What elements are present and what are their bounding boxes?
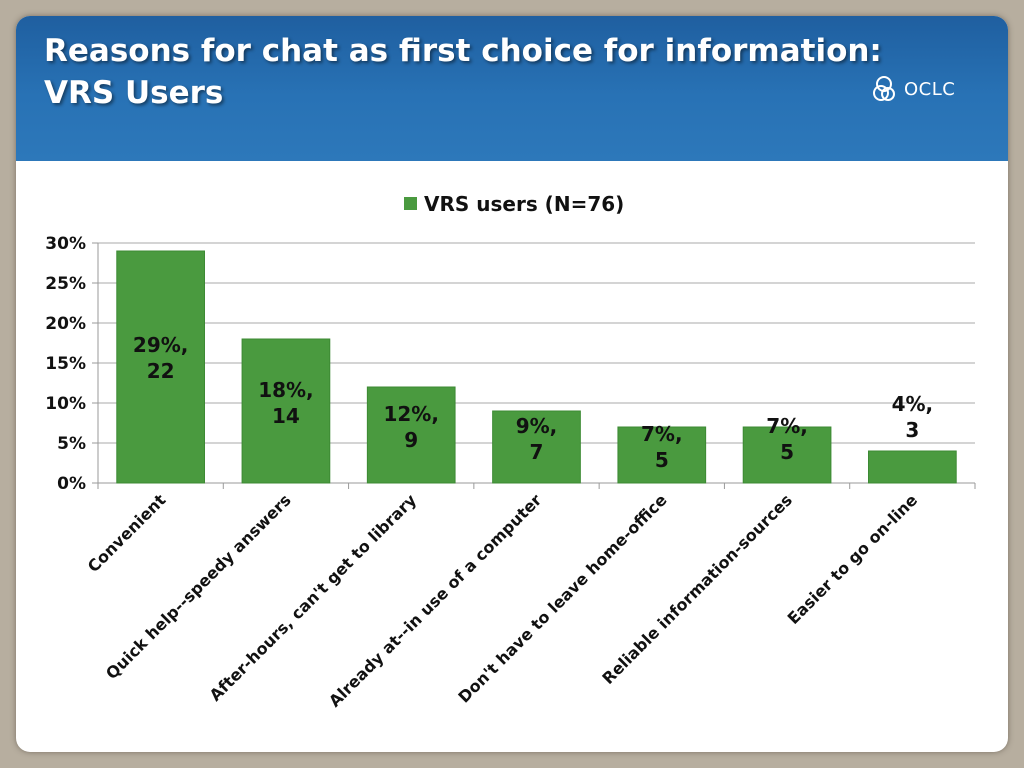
bar <box>742 426 832 484</box>
legend-swatch <box>404 197 417 210</box>
y-tick-label: 5% <box>57 434 86 454</box>
bar <box>868 450 957 484</box>
y-tick-label: 30% <box>45 234 86 254</box>
data-label-count: 5 <box>655 448 669 472</box>
x-category-label: Don't have to leave home-office <box>454 490 670 706</box>
oclc-logo: OCLC <box>872 74 955 104</box>
bar <box>492 410 581 484</box>
data-label-count: 3 <box>905 418 919 442</box>
slide-title: Reasons for chat as first choice for inf… <box>44 30 882 114</box>
data-label-percent: 7%, <box>641 422 683 446</box>
bar <box>116 250 205 484</box>
data-label-percent: 7%, <box>766 414 808 438</box>
x-category-label: Convenient <box>84 490 170 576</box>
x-category-label: Easier to go on-line <box>784 490 922 628</box>
oclc-logo-icon <box>873 76 895 101</box>
y-tick-label: 0% <box>57 474 86 494</box>
slide-header: Reasons for chat as first choice for inf… <box>16 16 1008 161</box>
bar <box>617 426 707 484</box>
data-label-percent: 18%, <box>258 378 313 402</box>
y-tick-label: 20% <box>45 314 86 334</box>
data-label-count: 7 <box>530 440 544 464</box>
logo-text: OCLC <box>904 78 956 100</box>
data-label-percent: 9%, <box>516 414 558 438</box>
title-line-2: VRS Users <box>44 75 224 111</box>
data-label-count: 5 <box>780 440 794 464</box>
bar <box>241 338 331 484</box>
bar <box>366 386 456 484</box>
x-category-label: Already at--in use of a computer <box>325 490 545 710</box>
x-category-label: After-hours, can't get to library <box>206 490 421 705</box>
y-tick-label: 15% <box>45 354 86 374</box>
y-tick-label: 25% <box>45 274 86 294</box>
data-label-count: 22 <box>147 359 175 383</box>
data-label-percent: 29%, <box>133 333 188 357</box>
data-label-percent: 12%, <box>383 402 438 426</box>
y-tick-label: 10% <box>45 394 86 414</box>
data-label-percent: 4%, <box>892 392 934 416</box>
title-line-1: Reasons for chat as first choice for inf… <box>44 33 882 69</box>
data-label-count: 14 <box>272 404 300 428</box>
data-label-count: 9 <box>404 428 418 452</box>
legend-label: VRS users (N=76) <box>424 192 624 216</box>
